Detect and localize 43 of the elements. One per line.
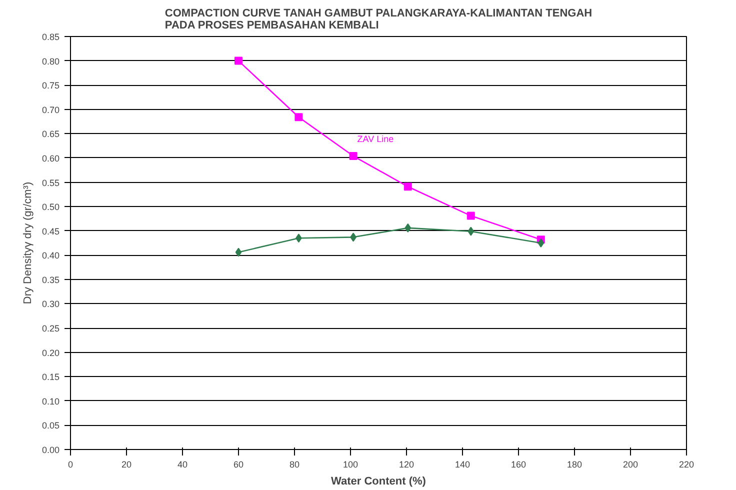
y-tick-label: 0.25: [42, 324, 60, 334]
point: [404, 223, 412, 232]
x-tick-label: 200: [622, 460, 638, 470]
x-tick-label: 220: [678, 460, 694, 470]
x-tick-label: 120: [398, 460, 414, 470]
x-tick-label: 100: [342, 460, 358, 470]
chart-title: COMPACTION CURVE TANAH GAMBUT PALANGKARAYA-KALIMANTAN TENGAH PADA PROSES PEMBASAHAN KEMBALI: [164, 8, 592, 32]
y-tick-label: 0.45: [42, 226, 60, 236]
x-axis-title: Water Content (%): [331, 476, 426, 488]
y-tick-label: 0.60: [42, 153, 60, 164]
y-tick-label: 0.30: [42, 299, 60, 310]
x-tick-label: 80: [289, 460, 300, 470]
x-tick-label: 40: [177, 460, 188, 470]
point: [466, 212, 475, 220]
x-tick-label: 140: [454, 460, 470, 470]
x-tick-label: 0: [68, 460, 74, 470]
y-tick-label: 0.35: [42, 274, 60, 285]
point: [235, 248, 242, 257]
point: [468, 226, 474, 236]
y-tick-label: 0.55: [42, 178, 60, 188]
y-tick-label: 0.05: [42, 420, 60, 431]
point: [538, 238, 544, 248]
series-label: ZAV Line: [357, 134, 394, 144]
x-tick-label: 180: [566, 460, 582, 470]
x-tick-label: 20: [121, 460, 132, 470]
y-tick-label: 0.65: [42, 129, 60, 140]
y-tick-label: 0.75: [42, 80, 60, 91]
y-tick-label: 0.80: [42, 56, 60, 66]
x-tick-label: 60: [233, 460, 244, 470]
x-tick-label: 160: [510, 460, 526, 470]
y-tick-label: 0.20: [42, 348, 60, 358]
y-tick-label: 0.15: [42, 372, 60, 382]
point: [349, 152, 358, 160]
y-tick-label: 0.85: [42, 32, 60, 42]
y-axis-title: Dry Densityγ dry (gr/cm³): [22, 182, 34, 304]
point: [234, 56, 242, 65]
point: [294, 113, 303, 122]
point: [404, 182, 412, 191]
y-tick-label: 0.00: [42, 445, 60, 455]
y-tick-label: 0.50: [42, 202, 60, 212]
y-tick-label: 0.70: [42, 104, 60, 115]
y-tick-label: 0.40: [42, 250, 60, 261]
y-tick-label: 0.10: [42, 396, 60, 406]
